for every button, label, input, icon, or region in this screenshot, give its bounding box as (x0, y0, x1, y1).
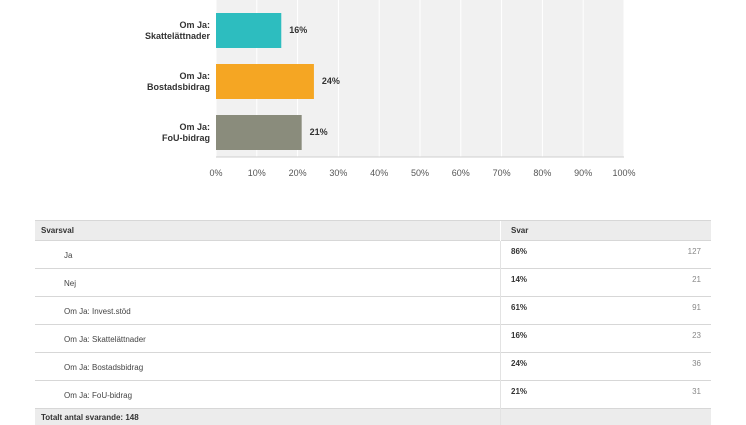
option-cell: Ja (35, 241, 501, 269)
table-row: Om Ja: FoU-bidrag 21% 31 (35, 381, 711, 409)
table-header-row: Svarsval Svar (35, 221, 711, 241)
category-label: Om Ja:Skattelättnader (145, 20, 210, 42)
x-tick-label: 20% (289, 168, 307, 179)
option-label: Om Ja: Bostadsbidrag (35, 353, 500, 372)
answer-percent: 86% (511, 247, 527, 256)
option-cell: Om Ja: Invest.stöd (35, 297, 501, 325)
answer-count: 127 (688, 247, 701, 256)
x-tick-label: 90% (574, 168, 592, 179)
column-header-answers: Svar (501, 221, 712, 241)
category-label-line: Bostadsbidrag (147, 82, 210, 93)
option-label: Nej (35, 269, 500, 288)
category-label-line: FoU-bidrag (162, 133, 210, 144)
x-tick-label: 40% (370, 168, 388, 179)
x-tick-label: 50% (411, 168, 429, 179)
option-cell: Om Ja: Skattelättnader (35, 325, 501, 353)
category-label: Om Ja:FoU-bidrag (162, 122, 210, 144)
bar (216, 64, 314, 99)
answer-percent: 24% (511, 359, 527, 368)
answer-count: 31 (692, 387, 701, 396)
table-row: Om Ja: Skattelättnader 16% 23 (35, 325, 711, 353)
x-tick-label: 0% (209, 168, 222, 179)
results-table: Svarsval Svar Ja 86% 127 Nej 14% 21 Om Ja: Inv… (35, 220, 711, 425)
option-cell: Nej (35, 269, 501, 297)
x-tick-label: 30% (329, 168, 347, 179)
category-label: Om Ja:Bostadsbidrag (147, 71, 210, 93)
option-label: Om Ja: FoU-bidrag (35, 381, 500, 400)
option-label: Om Ja: Skattelättnader (35, 325, 500, 344)
table-row: Om Ja: Invest.stöd 61% 91 (35, 297, 711, 325)
answer-cell: 24% 36 (501, 353, 712, 381)
answer-cell: 86% 127 (501, 241, 712, 269)
bar-chart: 0% 10% 20% 30% 40% 50% 60% 70% 80% 90% 100% 16% Om J… (0, 0, 746, 200)
total-empty-cell (501, 409, 712, 425)
answer-cell: 14% 21 (501, 269, 712, 297)
x-tick-label: 100% (612, 168, 635, 179)
column-header-option: Svarsval (35, 221, 501, 241)
total-row: Totalt antal svarande: 148 (35, 409, 711, 425)
total-respondents: Totalt antal svarande: 148 (35, 409, 501, 425)
bar (216, 115, 302, 150)
x-tick-label: 80% (533, 168, 551, 179)
answer-count: 36 (692, 359, 701, 368)
x-tick-label: 70% (493, 168, 511, 179)
answer-cell: 61% 91 (501, 297, 712, 325)
bar (216, 13, 281, 48)
option-cell: Om Ja: Bostadsbidrag (35, 353, 501, 381)
category-label-line: Om Ja: (162, 122, 210, 133)
category-label-line: Om Ja: (145, 20, 210, 31)
answer-cell: 16% 23 (501, 325, 712, 353)
answer-count: 23 (692, 331, 701, 340)
x-tick-label: 60% (452, 168, 470, 179)
answer-percent: 21% (511, 387, 527, 396)
answer-count: 91 (692, 303, 701, 312)
option-cell: Om Ja: FoU-bidrag (35, 381, 501, 409)
option-label: Om Ja: Invest.stöd (35, 297, 500, 316)
table-row: Om Ja: Bostadsbidrag 24% 36 (35, 353, 711, 381)
category-label-line: Skattelättnader (145, 31, 210, 42)
bar-value-label: 24% (322, 76, 340, 87)
table-row: Nej 14% 21 (35, 269, 711, 297)
bar-value-label: 16% (289, 25, 307, 36)
answer-percent: 61% (511, 303, 527, 312)
x-tick-label: 10% (248, 168, 266, 179)
category-label-line: Om Ja: (147, 71, 210, 82)
answer-cell: 21% 31 (501, 381, 712, 409)
answer-count: 21 (692, 275, 701, 284)
table-row: Ja 86% 127 (35, 241, 711, 269)
answer-percent: 16% (511, 331, 527, 340)
option-label: Ja (35, 241, 500, 260)
answer-percent: 14% (511, 275, 527, 284)
bar-value-label: 21% (310, 127, 328, 138)
